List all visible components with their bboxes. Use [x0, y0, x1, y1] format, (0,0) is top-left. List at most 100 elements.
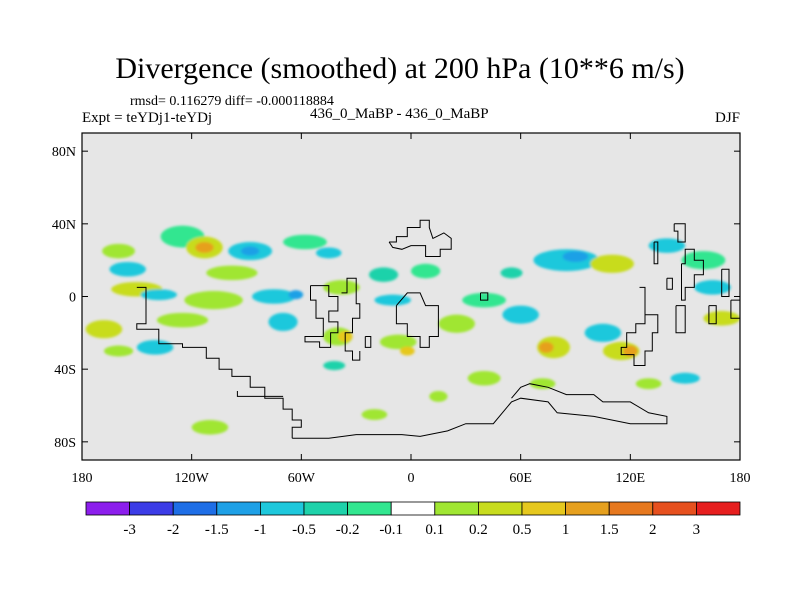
contour-region	[191, 420, 229, 435]
colorbar-label: -1	[254, 522, 267, 538]
contour-region	[411, 263, 441, 279]
coastline	[236, 391, 284, 397]
colorbar-swatch	[303, 501, 348, 516]
contour-region	[361, 409, 388, 421]
contour-region	[195, 242, 214, 253]
contour-region	[288, 290, 304, 300]
rmsd-diff-stats: rmsd= 0.116279 diff= -0.000118884	[130, 94, 334, 109]
coastline	[388, 219, 452, 257]
contour-region	[323, 280, 360, 295]
contour-region	[467, 370, 501, 386]
colorbar-swatch	[390, 501, 436, 516]
chart-title: Divergence (smoothed) at 200 hPa (10**6 …	[115, 52, 685, 85]
contour-region	[85, 320, 123, 339]
coastline	[364, 336, 372, 348]
coastline	[673, 223, 686, 243]
coastline	[675, 305, 686, 334]
colorbar-swatch	[259, 501, 305, 516]
contour-region	[694, 280, 731, 295]
contour-region	[562, 251, 589, 262]
contour-region	[584, 323, 622, 342]
coastline-layer	[136, 219, 740, 439]
contour-region	[538, 341, 554, 353]
colorbar-label: -1.5	[205, 522, 229, 538]
y-tick-label: 80N	[52, 145, 76, 160]
contour-region	[241, 246, 260, 256]
contour-fill-layer	[85, 225, 740, 435]
colorbar-label: 0.1	[425, 522, 444, 538]
x-tick-label: 0	[408, 471, 415, 486]
contour-region	[529, 378, 556, 390]
contour-region	[156, 312, 209, 328]
contour-region	[635, 378, 662, 390]
contour-region	[283, 234, 327, 250]
colorbar-swatch	[608, 501, 654, 516]
colorbar-label: 3	[693, 522, 701, 538]
colorbar-label: -0.2	[336, 522, 360, 538]
contour-region	[368, 267, 399, 282]
colorbar: -3 -2 -1.5 -1 -0.5 -0.2 -0.1 0.1 0.2 0.5 1 1.5 2 3	[85, 501, 741, 538]
y-tick-label: 40N	[52, 218, 76, 233]
colorbar-label: -0.1	[379, 522, 403, 538]
contour-region	[109, 261, 146, 277]
colorbar-swatch	[434, 501, 479, 516]
contour-region	[140, 289, 178, 301]
colorbar-swatch	[347, 501, 392, 516]
x-tick-label: 60W	[288, 471, 316, 486]
y-tick-label: 80S	[54, 436, 76, 451]
colorbar-swatch	[477, 501, 523, 516]
colorbar-swatch	[521, 501, 566, 516]
colorbar-swatch	[696, 501, 741, 516]
coastline	[730, 299, 740, 319]
contour-region	[268, 312, 298, 332]
axes: 180 120W 60W 0 60E 120E 180 80N 40N 0 40S 80S	[52, 133, 751, 486]
contour-region	[323, 360, 346, 371]
coastline	[721, 268, 730, 297]
plot-area	[82, 133, 740, 460]
colorbar-label: 0.5	[513, 522, 532, 538]
contour-region	[502, 305, 539, 324]
colorbar-swatch	[216, 501, 261, 516]
colorbar-label: -2	[167, 522, 180, 538]
contour-region	[379, 334, 417, 350]
coastline	[653, 241, 659, 265]
colorbar-label: -0.5	[292, 522, 316, 538]
contour-region	[103, 345, 134, 357]
x-tick-label: 60E	[509, 471, 532, 486]
contour-region	[206, 265, 258, 281]
contour-region	[251, 289, 296, 304]
contour-region	[374, 294, 411, 306]
coastline	[620, 286, 659, 366]
contour-region	[315, 247, 342, 259]
contour-region	[590, 254, 634, 273]
contour-region	[670, 372, 700, 384]
colorbar-label: 2	[649, 522, 657, 538]
coastline	[681, 248, 704, 301]
x-tick-label: 180	[730, 471, 751, 486]
x-tick-label: 180	[72, 471, 93, 486]
experiment-label: Expt = teYDj1-teYDj	[82, 110, 213, 126]
colorbar-label: 1.5	[600, 522, 619, 538]
coastline	[395, 292, 439, 348]
colorbar-swatch	[652, 501, 697, 516]
contour-region	[184, 291, 243, 310]
y-tick-label: 40S	[54, 363, 76, 378]
colorbar-swatch	[129, 501, 174, 516]
contour-region	[136, 340, 174, 355]
coastline	[666, 277, 673, 290]
contour-region	[429, 390, 448, 402]
contour-region	[438, 314, 475, 333]
coastline	[708, 305, 717, 325]
coastline	[136, 286, 302, 439]
contour-region	[623, 345, 638, 357]
coastline	[480, 292, 489, 301]
contour-region	[102, 243, 136, 259]
coastline	[341, 277, 361, 361]
x-tick-label: 120W	[175, 471, 210, 486]
x-tick-label: 120E	[616, 471, 646, 486]
season-label: DJF	[714, 110, 740, 126]
colorbar-swatch	[85, 501, 130, 516]
colorbar-label: 1	[562, 522, 570, 538]
contour-region	[500, 267, 523, 279]
